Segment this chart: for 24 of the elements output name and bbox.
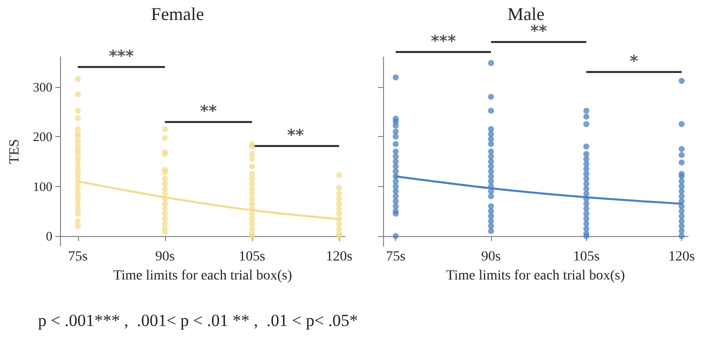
- x-tick-label: 105s: [573, 250, 600, 264]
- chart-title: Female: [151, 4, 204, 24]
- x-tick-label: 90s: [481, 250, 501, 264]
- x-tick-label: 120s: [668, 250, 695, 264]
- chart-title: Male: [508, 4, 545, 24]
- x-axis-title: Time limits for each trial box(s): [113, 268, 292, 284]
- y-tick-label: 300: [32, 79, 52, 94]
- y-tick-label: 0: [46, 228, 52, 244]
- text: ***: [430, 32, 457, 50]
- annotation: *: [630, 52, 639, 70]
- x-tick-label: 90s: [155, 250, 175, 264]
- annotation: **: [287, 126, 305, 144]
- y-tick-label: 100: [32, 178, 52, 194]
- x-tick-label: 75s: [386, 250, 406, 264]
- x-tick-label: 120s: [326, 250, 352, 264]
- text: **: [530, 22, 548, 40]
- text: p < .001*** , .001< p < .01 ** , .01 < p< .05*: [38, 311, 358, 331]
- x-axis-title: Time limits for each trial box(s): [446, 268, 626, 284]
- y-axis-title: TES: [8, 139, 22, 164]
- annotation: **: [200, 102, 218, 120]
- x-tick-label: 105s: [238, 250, 266, 264]
- y-tick-label: 200: [32, 129, 52, 144]
- x-tick-label: 75s: [68, 250, 88, 264]
- annotation: ***: [108, 46, 135, 66]
